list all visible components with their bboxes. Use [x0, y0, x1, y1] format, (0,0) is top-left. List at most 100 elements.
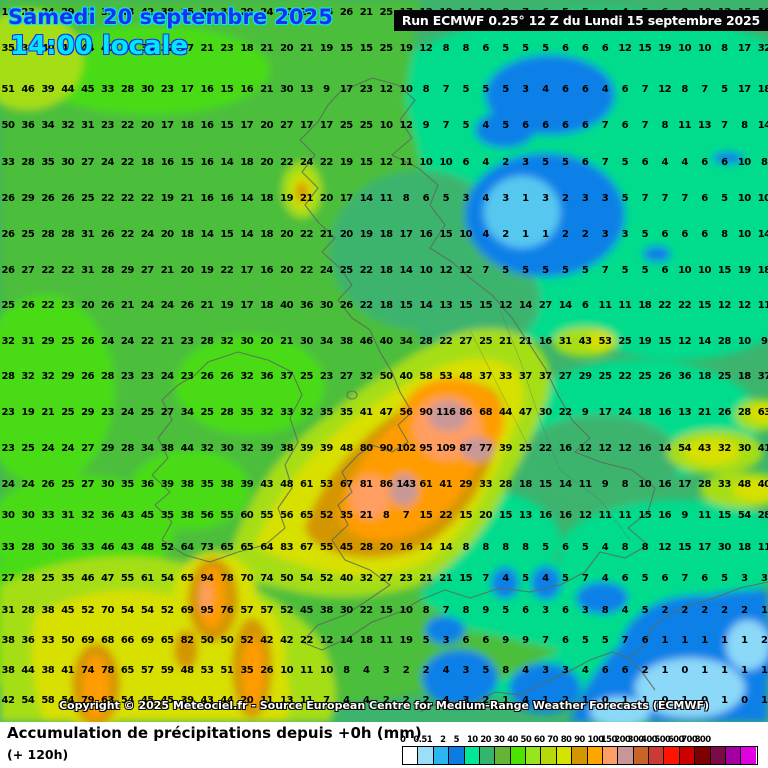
legend-tick-label: 10 [466, 735, 478, 745]
grid-value: 15 [658, 336, 672, 347]
grid-value: 2 [502, 157, 509, 168]
legend-cell [540, 747, 556, 764]
grid-value: 16 [558, 510, 572, 521]
grid-value: 4 [601, 84, 609, 95]
grid-value: 22 [300, 635, 313, 646]
grid-value: 12 [399, 120, 413, 131]
grid-value: 23 [359, 84, 373, 95]
grid-value: 20 [280, 43, 294, 54]
grid-value: 15 [439, 229, 453, 240]
grid-value: 64 [180, 542, 194, 553]
grid-value: 52 [240, 635, 254, 646]
grid-value: 4 [621, 605, 629, 616]
grid-value: 46 [101, 542, 114, 553]
grid-value: 46 [359, 336, 373, 347]
grid-value: 10 [698, 43, 711, 54]
grid-value: 21 [260, 43, 274, 54]
grid-value: 65 [120, 665, 134, 676]
grid-value: 82 [180, 635, 194, 646]
grid-value: 17 [698, 542, 711, 553]
copyright-label: Copyright © 2025 Meteociel.fr - Source E… [58, 699, 710, 712]
legend-cell [709, 747, 725, 764]
grid-value: 8 [343, 665, 350, 676]
grid-value: 14 [658, 443, 672, 454]
grid-value: 95 [419, 443, 433, 454]
grid-value: 24 [319, 265, 333, 276]
grid-value: 4 [542, 84, 549, 95]
grid-value: 20 [180, 265, 194, 276]
grid-value: 39 [101, 7, 114, 18]
grid-value: 67 [300, 542, 313, 553]
grid-value: 42 [1, 695, 15, 706]
grid-value: 5 [542, 265, 549, 276]
grid-value: 57 [240, 605, 254, 616]
grid-value: 55 [260, 510, 274, 521]
grid-value: 10 [439, 157, 453, 168]
legend-tick-label: 2 [440, 735, 446, 745]
grid-value: 11 [300, 665, 313, 676]
grid-value: 5 [641, 605, 649, 616]
grid-value: 3 [462, 193, 469, 204]
grid-value: 28 [717, 336, 731, 347]
legend-cell [571, 747, 587, 764]
grid-value: 14 [240, 229, 254, 240]
legend-tick-label: 200 [614, 735, 631, 745]
grid-value: 6 [621, 84, 629, 95]
grid-value: 28 [220, 407, 234, 418]
grid-value: 1 [760, 605, 768, 616]
grid-value: 42 [140, 7, 154, 18]
grid-value: 21 [419, 573, 433, 584]
grid-value: 6 [561, 605, 569, 616]
grid-value: 3 [741, 573, 748, 584]
grid-value: 19 [399, 43, 413, 54]
grid-value: 50 [200, 635, 214, 646]
grid-value: 14 [757, 120, 768, 131]
grid-value: 37 [757, 371, 768, 382]
grid-value: 36 [678, 371, 692, 382]
grid-value: 9 [760, 336, 768, 347]
grid-value: 12 [618, 443, 632, 454]
grid-value: 23 [399, 573, 413, 584]
grid-value: 6 [581, 43, 589, 54]
grid-value: 70 [101, 605, 114, 616]
grid-value: 1 [621, 695, 629, 706]
grid-value: 0 [741, 695, 748, 706]
grid-value: 7 [442, 605, 450, 616]
grid-value: 14 [220, 157, 234, 168]
grid-value: 38 [180, 510, 194, 521]
grid-value: 43 [698, 443, 711, 454]
legend-tick-label: 1 [426, 735, 433, 745]
grid-value: 33 [499, 371, 512, 382]
grid-value: 29 [81, 407, 95, 418]
grid-value: 20 [240, 695, 254, 706]
grid-value: 74 [81, 665, 95, 676]
footer-subtitle: (+ 120h) [7, 747, 69, 762]
grid-value: 6 [561, 43, 569, 54]
grid-value: 38 [41, 605, 55, 616]
grid-value: 6 [621, 120, 629, 131]
grid-value: 30 [140, 84, 154, 95]
grid-value: 60 [240, 510, 254, 521]
grid-value: 4 [581, 665, 589, 676]
grid-value: 14 [339, 635, 353, 646]
grid-value: 8 [462, 542, 469, 553]
grid-value: 22 [359, 605, 373, 616]
grid-value: 22 [558, 407, 572, 418]
grid-value: 15 [459, 300, 473, 311]
grid-value: 23 [160, 84, 174, 95]
grid-value: 26 [339, 300, 353, 311]
grid-value: 14 [200, 229, 214, 240]
grid-value: 20 [339, 229, 353, 240]
grid-value: 65 [220, 542, 234, 553]
grid-value: 28 [21, 157, 35, 168]
legend-labels: 0 0.5 1 2 5 10 20 30 40 50 60 70 80 90 100 150 200 300 400… [400, 735, 758, 746]
grid-value: 44 [21, 665, 35, 676]
grid-value: 81 [359, 479, 373, 490]
grid-value: 32 [160, 43, 174, 54]
grid-value: 48 [140, 542, 154, 553]
grid-value: 1 [701, 665, 708, 676]
legend-tick-label: 500 [654, 735, 671, 745]
grid-value: 7 [641, 193, 649, 204]
grid-value: 8 [721, 229, 728, 240]
